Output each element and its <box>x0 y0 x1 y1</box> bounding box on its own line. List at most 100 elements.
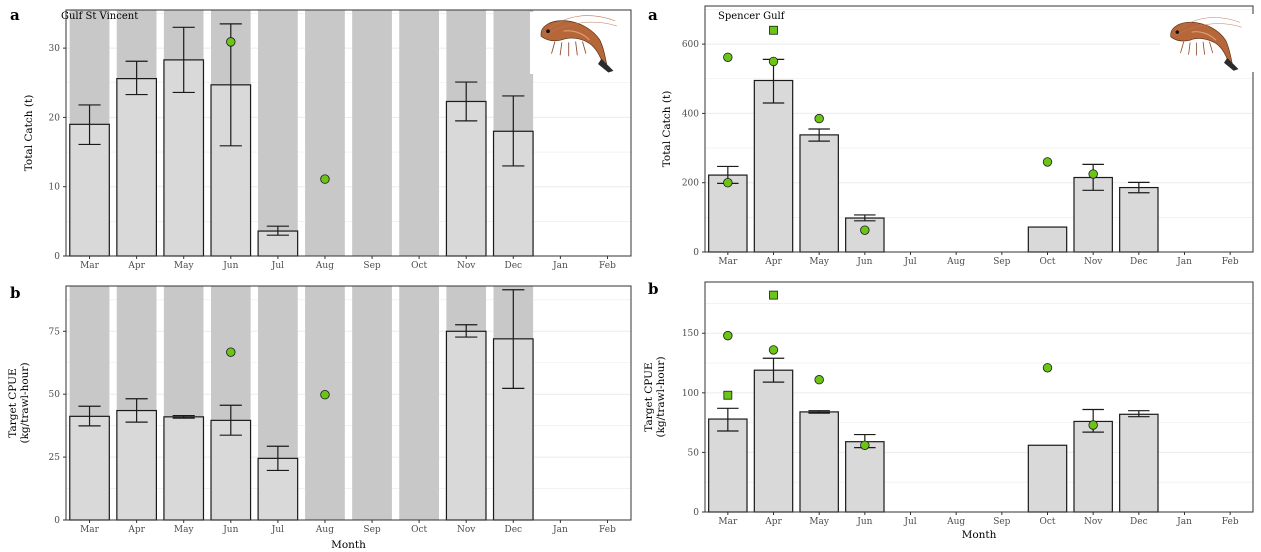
shade-overlay-aug <box>305 286 345 520</box>
panel-border <box>65 285 632 521</box>
bar-jun <box>210 419 252 521</box>
shade-overlay-sep <box>352 286 392 520</box>
x-tick-label-feb: Feb <box>1222 517 1239 527</box>
x-tick-label-aug: Aug <box>946 517 965 527</box>
point-circle-mar <box>723 178 733 188</box>
region-label: Gulf St Vincent <box>61 11 138 22</box>
y-tick-label: 0 <box>54 516 60 526</box>
chart-panel-sg-catch: 0 200 400 600 Mar Apr May Jun Jul Aug Sep Oct Nov Dec… <box>648 5 1254 267</box>
point-circle-nov <box>1088 420 1098 430</box>
panel-border <box>65 9 632 257</box>
bar-apr <box>116 409 157 521</box>
x-tick-label-mar: Mar <box>718 517 738 527</box>
bar-nov <box>445 100 487 257</box>
y-tick-label: 150 <box>682 329 699 339</box>
error-bar-jul <box>266 445 289 472</box>
x-tick-label-jan: Jan <box>552 525 568 535</box>
y-tick-label: 50 <box>49 390 61 400</box>
y-tick-label: 25 <box>49 453 61 463</box>
x-tick-label-oct: Oct <box>411 525 427 535</box>
bar-may <box>799 411 839 513</box>
y-axis-title: Target CPUE <box>7 368 19 437</box>
point-square-apr <box>769 290 778 300</box>
bar-mar <box>69 415 110 521</box>
x-tick-label-apr: Apr <box>127 525 145 535</box>
plot-background <box>66 286 631 520</box>
error-bar-may <box>172 26 195 94</box>
error-bar-jun <box>854 214 876 222</box>
bar-oct <box>1027 444 1068 513</box>
x-tick-label-may: May <box>809 257 830 267</box>
error-bar-dec <box>502 289 525 390</box>
point-circle-may <box>814 113 824 124</box>
y-tick-label: 0 <box>693 508 699 518</box>
y-tick-label: 100 <box>682 389 699 399</box>
bar-dec <box>1119 413 1159 513</box>
point-circle-may <box>814 375 824 385</box>
bar-apr <box>753 369 794 513</box>
x-tick-label-jan: Jan <box>1176 257 1192 267</box>
x-tick-label-feb: Feb <box>599 525 616 535</box>
panel-letter: a <box>10 6 20 24</box>
point-circle-aug <box>320 174 330 184</box>
panel-letter: a <box>648 6 658 24</box>
panel-border <box>704 281 1254 513</box>
chart-panel-gsv-cpue: 0 25 50 75 Mar Apr May Jun Jul Aug Sep Oct Nov Dec Jan… <box>7 284 632 551</box>
bar-nov <box>445 330 487 521</box>
x-tick-label-jan: Jan <box>1176 517 1192 527</box>
prawn-icon <box>530 12 630 74</box>
shade-overlay-oct <box>399 286 439 520</box>
panel-letter: b <box>10 284 21 302</box>
x-tick-label-oct: Oct <box>411 261 427 271</box>
shade-overlay-sep <box>352 10 392 256</box>
x-tick-label-dec: Dec <box>1130 257 1148 267</box>
x-tick-label-dec: Dec <box>1130 517 1148 527</box>
x-tick-label-sep: Sep <box>363 525 380 535</box>
bar-dec <box>1119 186 1159 253</box>
prawn-icon <box>1160 14 1254 72</box>
error-bar-jul <box>266 225 289 236</box>
point-circle-jun <box>226 347 236 357</box>
x-tick-label-jul: Jul <box>271 525 284 535</box>
y-tick-label: 20 <box>49 113 61 123</box>
y-axis-title: (kg/trawl-hour) <box>19 362 31 443</box>
point-circle-oct <box>1042 363 1053 373</box>
y-tick-label: 10 <box>49 183 61 193</box>
x-tick-label-nov: Nov <box>457 261 476 271</box>
bar-jun <box>845 441 885 513</box>
bar-mar <box>69 123 110 257</box>
x-tick-label-jun: Jun <box>856 517 872 527</box>
error-bar-nov <box>455 324 478 338</box>
shade-overlay-oct <box>399 10 439 256</box>
error-bar-may <box>808 410 830 414</box>
x-tick-label-dec: Dec <box>504 525 522 535</box>
point-circle-jun <box>226 37 236 47</box>
chart-panel-sg-cpue: 0 50 100 150 Mar Apr May Jun Jul Aug Sep Oct Nov Dec J… <box>643 280 1254 541</box>
y-axis-title: Total Catch (t) <box>661 91 673 168</box>
x-tick-label-mar: Mar <box>80 261 100 271</box>
x-tick-label-may: May <box>174 525 195 535</box>
x-tick-label-jun: Jun <box>222 261 238 271</box>
x-axis-title: Month <box>331 539 366 551</box>
point-circle-jun <box>860 225 870 235</box>
x-tick-label-apr: Apr <box>127 261 145 271</box>
bar-oct <box>1027 226 1068 253</box>
point-circle-mar <box>723 330 733 341</box>
error-bar-dec <box>502 95 525 167</box>
point-square-apr <box>769 25 778 35</box>
x-tick-label-aug: Aug <box>315 261 334 271</box>
y-axis-title: (kg/trawl-hour) <box>655 356 667 437</box>
x-tick-label-jun: Jun <box>856 257 872 267</box>
x-tick-label-nov: Nov <box>457 525 476 535</box>
point-circle-apr <box>768 56 779 67</box>
error-bar-mar <box>717 407 739 432</box>
x-tick-label-jul: Jul <box>903 257 916 267</box>
point-circle-mar <box>723 52 733 62</box>
error-bar-may <box>808 128 830 142</box>
bar-apr <box>753 79 794 253</box>
x-tick-label-apr: Apr <box>764 257 782 267</box>
bar-mar <box>708 418 748 513</box>
x-tick-label-mar: Mar <box>80 525 100 535</box>
y-axis-title: Target CPUE <box>643 362 655 431</box>
